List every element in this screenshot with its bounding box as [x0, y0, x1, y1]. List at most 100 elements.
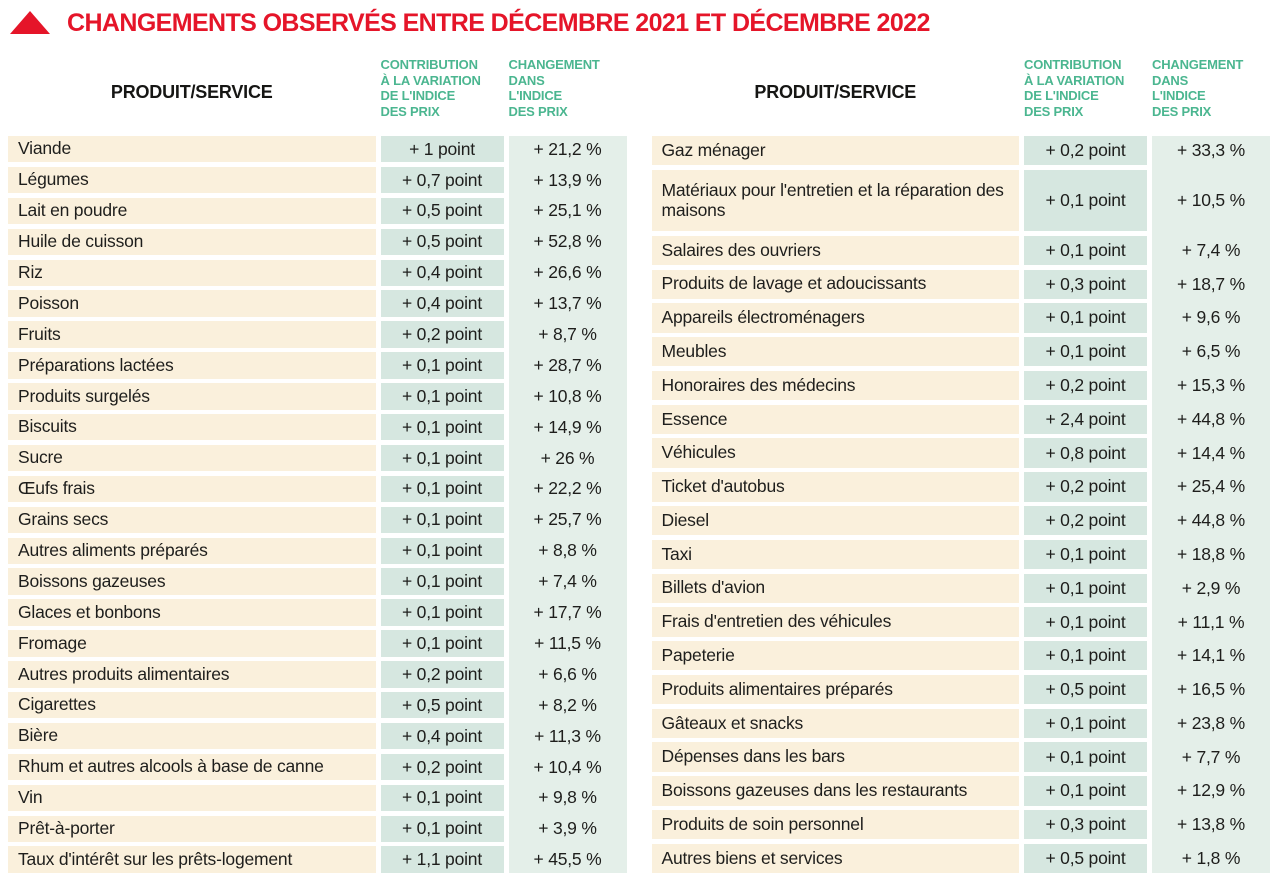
column-header-product: PRODUIT/SERVICE — [110, 81, 273, 102]
product-cell: Salaires des ouvriers — [651, 235, 1019, 266]
contribution-cell: + 0,2 point — [1024, 136, 1147, 166]
product-cell: Honoraires des médecins — [651, 370, 1019, 401]
product-cell: Dépenses dans les bars — [651, 742, 1019, 772]
contribution-cell: + 0,8 point — [1024, 438, 1147, 468]
table-row: Produits surgelés + 0,1 point + 10,8 % — [8, 383, 627, 410]
product-cell: Boissons gazeuses dans les restaurants — [651, 776, 1019, 806]
table-row: Essence + 2,4 point + 44,8 % — [651, 404, 1271, 434]
contribution-cell: + 0,1 point — [380, 630, 504, 657]
table-row: Papeterie + 0,1 point + 14,1 % — [651, 641, 1271, 671]
product-cell: Taxi — [651, 539, 1019, 570]
product-cell: Cigarettes — [8, 692, 376, 719]
contribution-cell: + 0,1 point — [380, 815, 504, 842]
product-cell: Légumes — [8, 166, 376, 194]
table-header: PRODUIT/SERVICE CONTRIBUTION À LA VARIAT… — [652, 55, 1271, 129]
triangle-up-icon — [10, 10, 50, 34]
product-cell: Viande — [8, 136, 376, 163]
change-cell: + 25,7 % — [533, 509, 602, 530]
tables-container: PRODUIT/SERVICE CONTRIBUTION À LA VARIAT… — [8, 55, 1271, 874]
column-header-contribution: CONTRIBUTION À LA VARIATION DE L'INDICE … — [380, 57, 481, 119]
table-row: Diesel + 0,2 point + 44,8 % — [651, 506, 1271, 536]
table-row: Autres aliments préparés + 0,1 point + 8,8… — [8, 537, 627, 564]
change-cell: + 1,8 % — [1181, 847, 1241, 868]
contribution-cell: + 2,4 point — [1024, 404, 1147, 434]
contribution-cell: + 0,1 point — [380, 506, 504, 534]
table-row: Gâteaux et snacks + 0,1 point + 23,8 % — [651, 708, 1271, 738]
column-header-product: PRODUIT/SERVICE — [754, 81, 917, 102]
contribution-cell: + 0,1 point — [1024, 169, 1147, 232]
contribution-cell: + 0,2 point — [380, 321, 504, 348]
contribution-cell: + 0,5 point — [1024, 843, 1147, 874]
change-cell: + 13,9 % — [533, 169, 602, 190]
contribution-cell: + 0,1 point — [1024, 235, 1147, 266]
change-cell: + 7,4 % — [1181, 239, 1241, 260]
table-row: Glaces et bonbons + 0,1 point + 17,7 % — [8, 599, 627, 626]
table-row: Appareils électroménagers + 0,1 point + 9,… — [651, 303, 1271, 333]
contribution-cell: + 0,1 point — [1024, 742, 1147, 772]
table-row: Billets d'avion + 0,1 point + 2,9 % — [651, 573, 1271, 603]
change-cell: + 14,1 % — [1177, 645, 1245, 666]
contribution-cell: + 0,1 point — [1024, 303, 1147, 333]
change-column-background — [1152, 136, 1270, 873]
table-row: Honoraires des médecins + 0,2 point + 15,3… — [651, 370, 1271, 401]
change-cell: + 21,2 % — [533, 138, 602, 159]
change-cell: + 28,7 % — [533, 354, 602, 375]
change-cell: + 13,8 % — [1177, 814, 1245, 835]
contribution-cell: + 0,2 point — [1024, 370, 1147, 401]
change-cell: + 15,3 % — [1177, 375, 1245, 396]
product-cell: Essence — [651, 404, 1019, 434]
contribution-cell: + 0,1 point — [380, 475, 504, 503]
change-cell: + 33,3 % — [1177, 140, 1245, 161]
change-cell: + 11,3 % — [534, 725, 601, 746]
table-row: Huile de cuisson + 0,5 point + 52,8 % — [8, 228, 627, 256]
product-cell: Matériaux pour l'entretien et la réparat… — [651, 169, 1019, 232]
product-cell: Boissons gazeuses — [8, 568, 376, 595]
product-cell: Diesel — [651, 506, 1019, 536]
contribution-cell: + 0,1 point — [1024, 337, 1147, 367]
change-cell: + 25,1 % — [533, 200, 602, 221]
product-cell: Prêt-à-porter — [8, 815, 376, 842]
contribution-cell: + 0,1 point — [1024, 776, 1147, 806]
contribution-cell: + 0,5 point — [380, 228, 504, 256]
table-row: Dépenses dans les bars + 0,1 point + 7,7 % — [651, 742, 1271, 772]
product-cell: Lait en poudre — [8, 197, 376, 225]
contribution-cell: + 0,7 point — [380, 166, 504, 194]
product-cell: Grains secs — [8, 506, 376, 534]
change-cell: + 52,8 % — [533, 231, 602, 252]
contribution-cell: + 0,2 point — [380, 661, 504, 688]
table-row: Produits alimentaires préparés + 0,5 poin… — [651, 674, 1271, 705]
table-row: Taxi + 0,1 point + 18,8 % — [651, 539, 1271, 570]
table-row: Produits de soin personnel + 0,3 point + 1… — [651, 810, 1271, 840]
product-cell: Riz — [8, 259, 376, 286]
table-row: Lait en poudre + 0,5 point + 25,1 % — [8, 197, 627, 225]
contribution-cell: + 0,4 point — [380, 722, 504, 750]
product-cell: Produits alimentaires préparés — [651, 674, 1019, 705]
table-row: Prêt-à-porter + 0,1 point + 3,9 % — [8, 815, 627, 842]
change-cell: + 44,8 % — [1177, 510, 1245, 531]
change-cell: + 10,5 % — [1177, 190, 1245, 211]
change-cell: + 8,8 % — [538, 540, 597, 561]
product-cell: Glaces et bonbons — [8, 599, 376, 626]
contribution-cell: + 0,1 point — [380, 383, 504, 410]
contribution-cell: + 0,1 point — [380, 784, 504, 812]
change-cell: + 11,5 % — [534, 632, 601, 653]
contribution-cell: + 0,1 point — [380, 352, 504, 379]
table-row: Légumes + 0,7 point + 13,9 % — [8, 166, 627, 194]
table-row: Boissons gazeuses dans les restaurants + … — [651, 776, 1271, 806]
change-cell: + 3,9 % — [538, 818, 597, 839]
change-cell: + 25,4 % — [1177, 476, 1245, 497]
change-cell: + 12,9 % — [1177, 780, 1245, 801]
table-row: Fruits + 0,2 point + 8,7 % — [8, 321, 627, 348]
change-cell: + 11,1 % — [1177, 611, 1245, 632]
product-cell: Préparations lactées — [8, 352, 376, 379]
product-cell: Produits surgelés — [8, 383, 376, 410]
page-title: CHANGEMENTS OBSERVÉS ENTRE DÉCEMBRE 2021… — [67, 8, 930, 37]
contribution-cell: + 0,1 point — [380, 537, 504, 564]
column-header-change: CHANGEMENT DANS L'INDICE DES PRIX — [508, 57, 600, 119]
change-cell: + 45,5 % — [533, 849, 602, 870]
table-row: Biscuits + 0,1 point + 14,9 % — [8, 414, 627, 441]
contribution-cell: + 0,2 point — [380, 753, 504, 781]
change-cell: + 16,5 % — [1177, 679, 1245, 700]
product-cell: Huile de cuisson — [8, 228, 376, 256]
product-cell: Fromage — [8, 630, 376, 657]
